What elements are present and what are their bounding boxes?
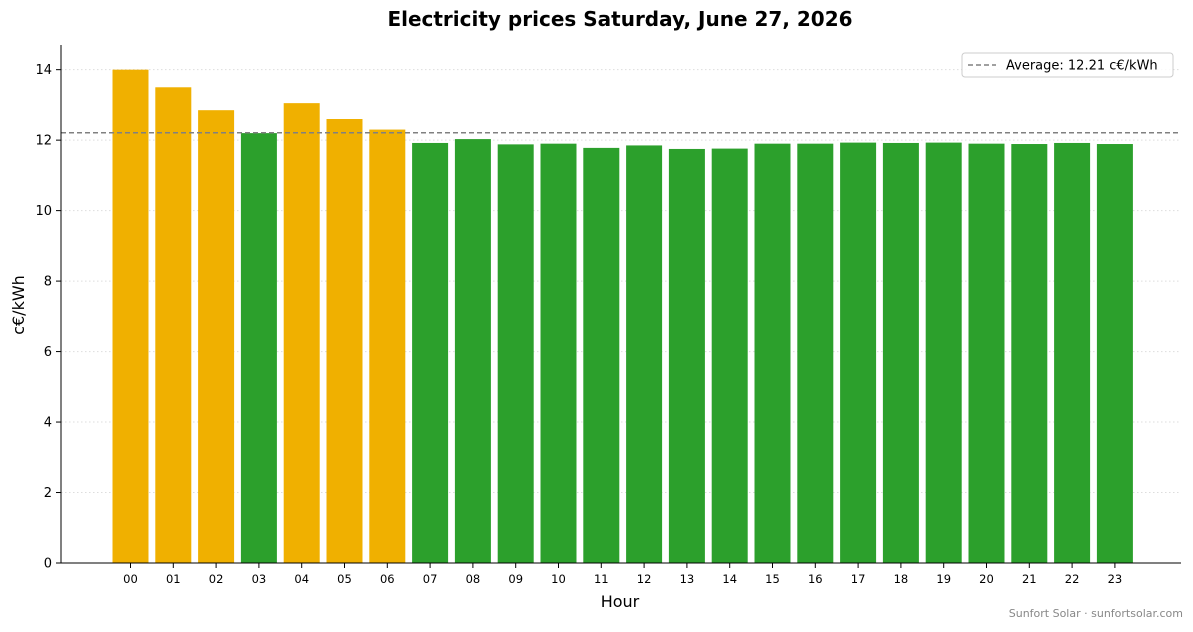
x-tick-label: 16: [808, 572, 823, 586]
x-tick-label: 03: [252, 572, 267, 586]
bars: [112, 69, 1133, 564]
x-tick-label: 21: [1022, 572, 1037, 586]
x-tick-label: 04: [294, 572, 309, 586]
x-tick-label: 15: [765, 572, 780, 586]
bar-hour-11: [583, 147, 620, 563]
bar-hour-07: [412, 142, 449, 563]
x-axis-label: Hour: [601, 592, 640, 611]
x-tick-label: 23: [1108, 572, 1123, 586]
bar-hour-00: [112, 69, 149, 564]
bar-hour-12: [626, 145, 663, 563]
bar-hour-23: [1096, 144, 1133, 563]
x-tick-label: 14: [722, 572, 737, 586]
x-tick-label: 00: [123, 572, 138, 586]
axes: [60, 45, 1181, 564]
y-tick-label: 6: [44, 345, 52, 360]
bar-hour-06: [369, 129, 406, 564]
x-tick-label: 07: [423, 572, 438, 586]
bar-hour-17: [840, 142, 877, 563]
y-tick-label: 0: [44, 557, 52, 572]
y-tick-label: 12: [35, 134, 52, 149]
x-ticks: 00 01 02 03 04 05 06 07 08 09 10 11 12 13 14 15 16 17 18 19…: [123, 563, 1122, 586]
bar-hour-19: [925, 142, 962, 563]
bar-hour-21: [1011, 144, 1048, 563]
x-tick-label: 05: [337, 572, 352, 586]
y-tick-label: 14: [35, 63, 52, 78]
bar-hour-02: [198, 110, 235, 563]
bar-hour-13: [668, 148, 705, 563]
bar-hour-10: [540, 143, 577, 563]
x-tick-label: 01: [166, 572, 181, 586]
bar-hour-03: [240, 133, 277, 563]
x-tick-label: 18: [894, 572, 909, 586]
y-tick-label: 10: [35, 204, 52, 219]
bar-hour-20: [968, 143, 1005, 563]
x-tick-label: 09: [508, 572, 523, 586]
bar-hour-09: [497, 144, 534, 563]
y-axis-label: c€/kWh: [9, 275, 28, 335]
y-tick-label: 4: [44, 416, 52, 431]
bar-hour-04: [283, 103, 320, 564]
x-tick-label: 13: [680, 572, 695, 586]
bar-hour-22: [1054, 142, 1091, 563]
x-tick-label: 06: [380, 572, 395, 586]
legend: Average: 12.21 c€/kWh: [961, 52, 1174, 78]
x-tick-label: 19: [936, 572, 951, 586]
bar-hour-01: [155, 87, 192, 564]
x-tick-label: 11: [594, 572, 609, 586]
bar-hour-14: [711, 148, 748, 563]
bar-hour-18: [882, 142, 919, 563]
legend-box: [961, 52, 1174, 78]
legend-average-label: Average: 12.21 c€/kWh: [1006, 59, 1158, 74]
chart-title: Electricity prices Saturday, June 27, 20…: [387, 7, 852, 31]
footer-credit: Sunfort Solar · sunfortsolar.com: [1009, 607, 1183, 620]
bar-hour-08: [454, 139, 491, 564]
x-tick-label: 12: [637, 572, 652, 586]
y-tick-label: 8: [44, 275, 52, 290]
x-tick-label: 20: [979, 572, 994, 586]
y-tick-label: 2: [44, 486, 52, 501]
bar-hour-15: [754, 143, 791, 563]
x-tick-label: 17: [851, 572, 866, 586]
y-ticks: 0 2 4 6 8 10 12 14: [35, 63, 61, 572]
bar-hour-05: [326, 119, 363, 563]
x-tick-label: 22: [1065, 572, 1080, 586]
x-tick-label: 10: [551, 572, 566, 586]
x-tick-label: 08: [466, 572, 481, 586]
bar-hour-16: [797, 143, 834, 563]
x-tick-label: 02: [209, 572, 224, 586]
